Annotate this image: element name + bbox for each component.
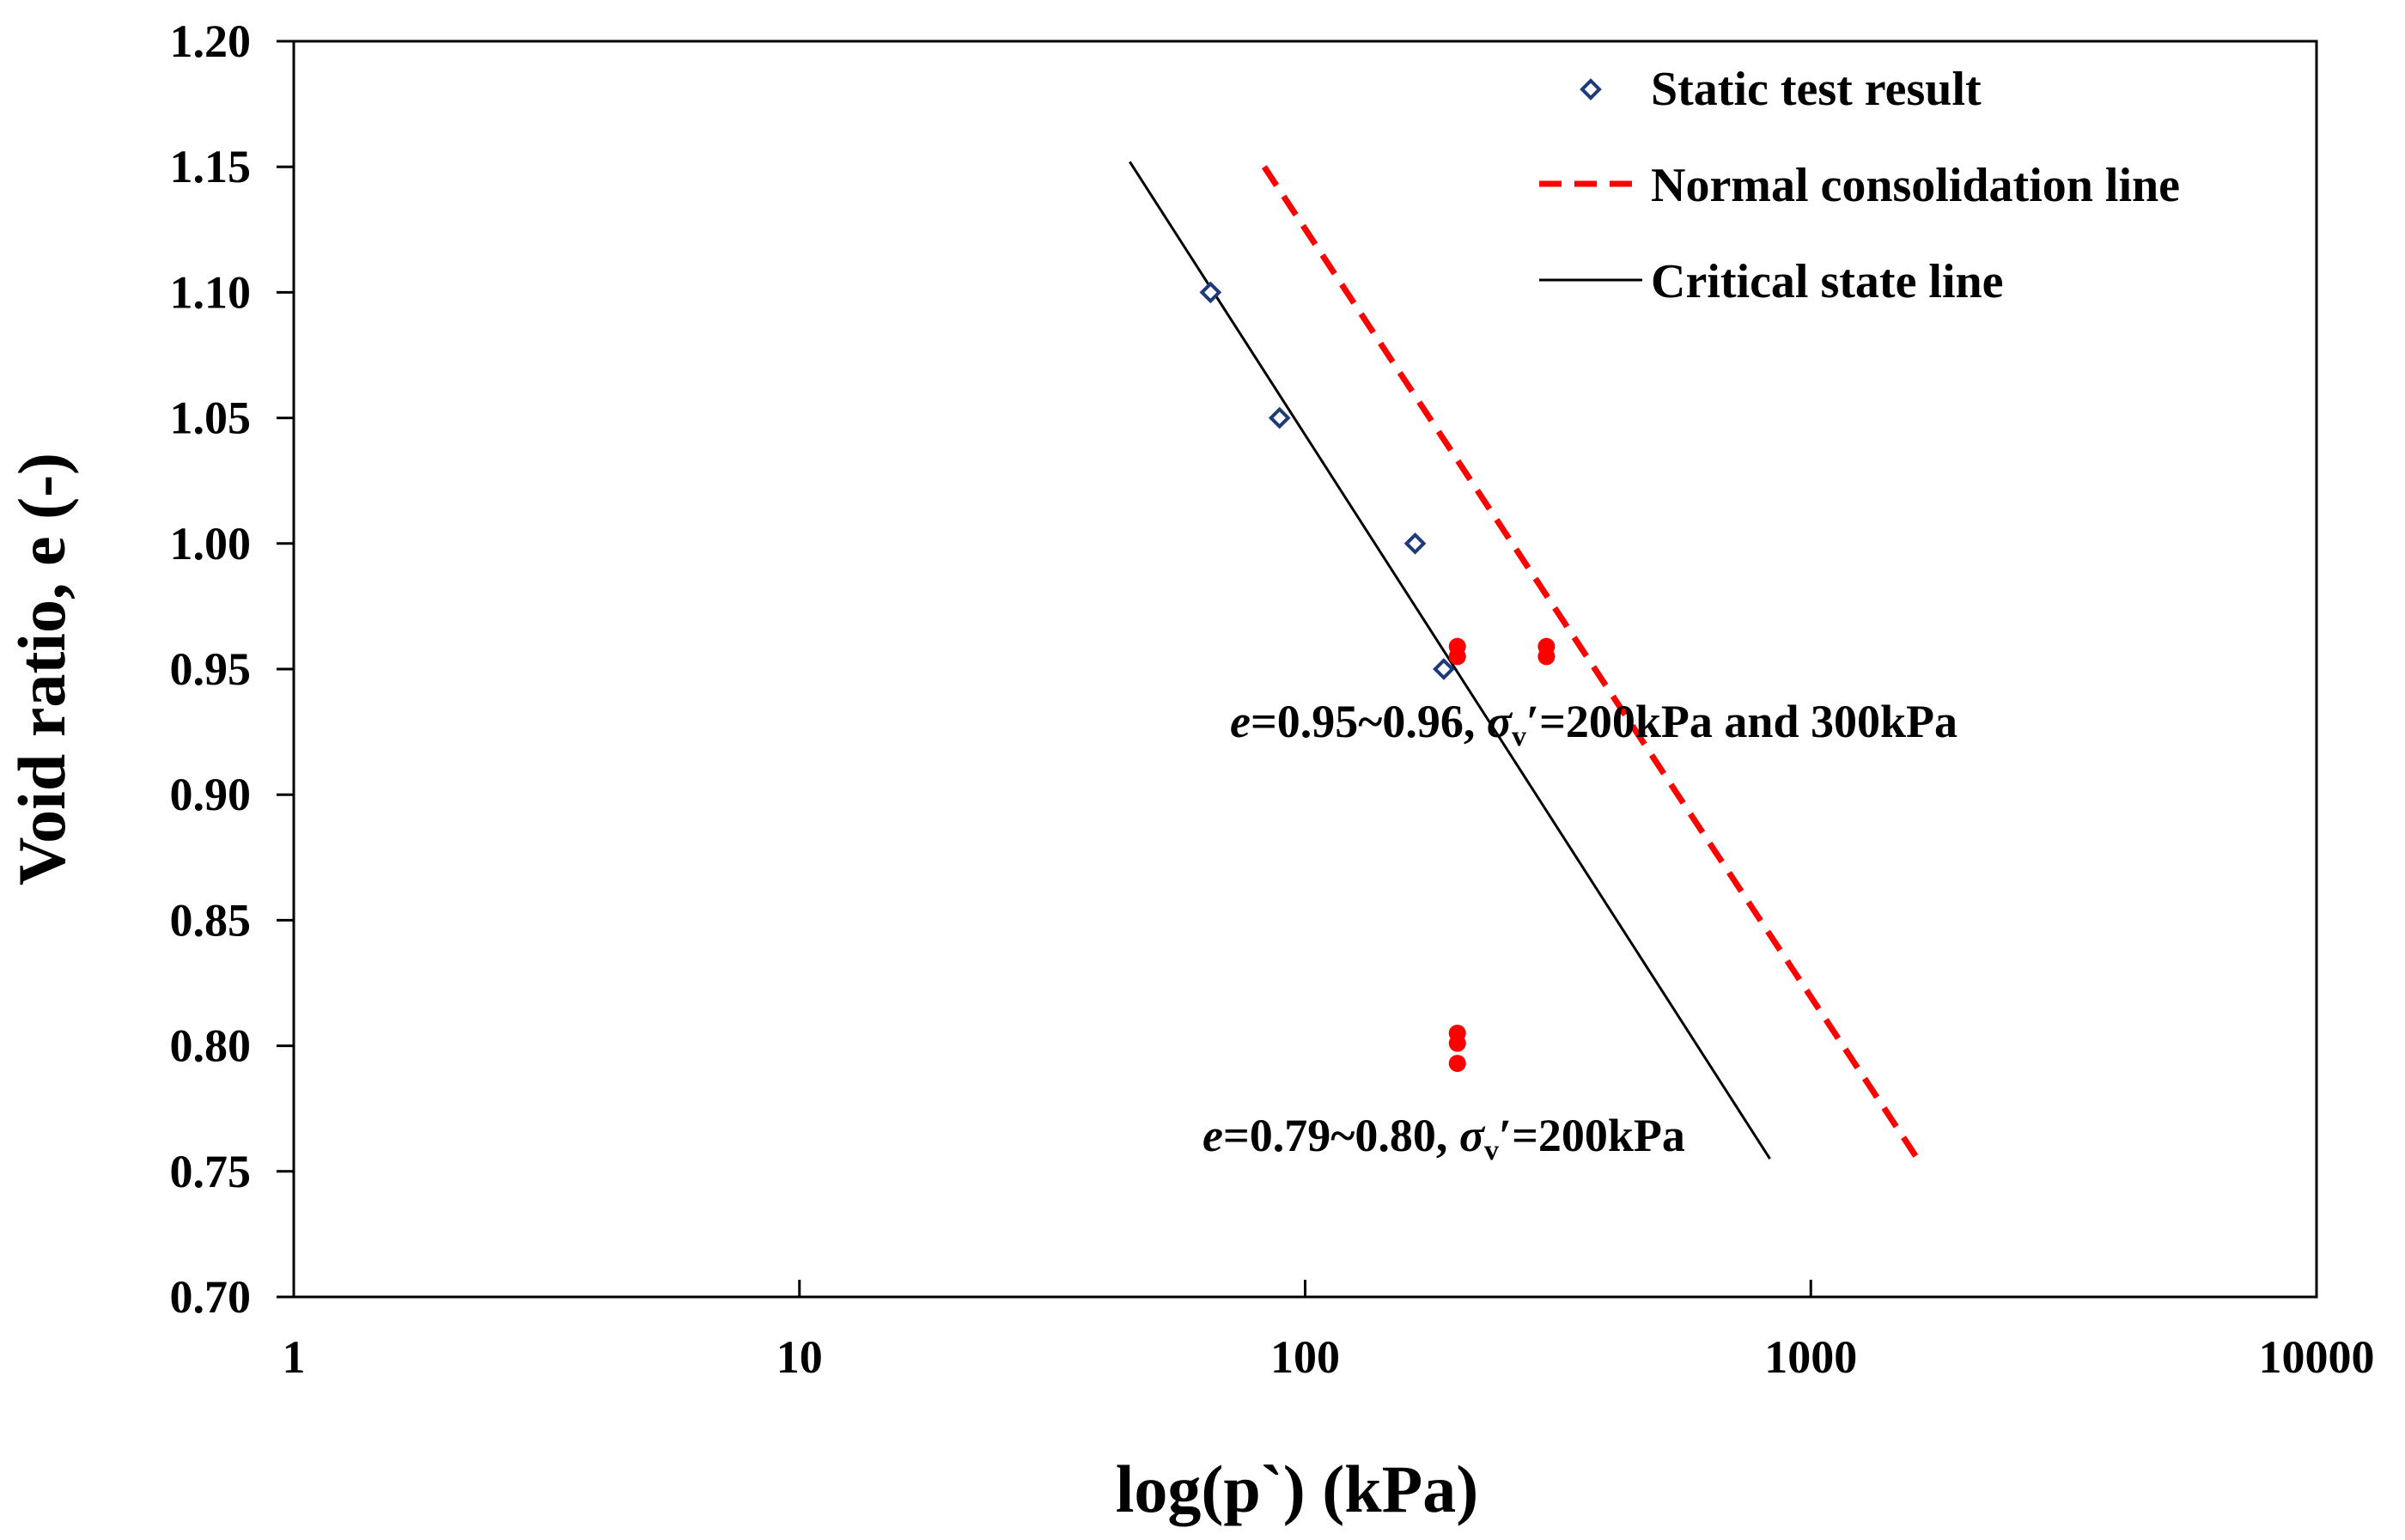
series-dynamic-test-points: [1448, 637, 1556, 1073]
series-line: [1261, 165, 1924, 1166]
data-point-circle: [1448, 1055, 1466, 1073]
annotation-text: =0.95~0.96,: [1251, 696, 1487, 747]
data-point-circle: [1448, 648, 1466, 666]
legend-item: Static test result: [1580, 63, 1982, 116]
x-tick-label: 10: [776, 1331, 823, 1383]
x-tick-label: 1000: [1764, 1331, 1857, 1383]
data-point-circle: [1448, 1034, 1466, 1052]
x-axis: 1 10 100 1000 10000: [283, 1280, 2375, 1383]
y-tick-label: 0.85: [170, 894, 252, 946]
legend-item: Normal consolidation line: [1539, 159, 2180, 212]
annotation-text: =0.79~0.80,: [1223, 1110, 1459, 1161]
legend-item: Critical state line: [1539, 255, 2004, 308]
legend: Static test result Normal consolidation l…: [1539, 63, 2180, 308]
x-tick-label: 100: [1270, 1331, 1340, 1383]
annotation-suffix: ′=200kPa: [1499, 1110, 1685, 1161]
data-point-circle: [1537, 648, 1556, 666]
annotation-prefix: e: [1202, 1110, 1223, 1161]
annotations: e=0.95~0.96, σv′=200kPa and 300kPae=0.79…: [1202, 696, 1957, 1166]
legend-label: Critical state line: [1651, 255, 2004, 308]
data-point-diamond: [1403, 532, 1427, 555]
annotation-suffix: ′=200kPa and 300kPa: [1526, 696, 1957, 747]
data-point-diamond: [1580, 78, 1602, 100]
data-point-diamond: [1199, 281, 1222, 304]
y-tick-label: 1.10: [170, 266, 252, 318]
annotation-sub: v: [1512, 721, 1526, 752]
annotation-sub: v: [1484, 1135, 1499, 1166]
x-tick-label: 1: [283, 1331, 306, 1383]
y-tick-label: 1.00: [170, 518, 252, 569]
series-static-test-result: [1199, 281, 1455, 680]
annotation-sigma: σ: [1487, 696, 1513, 747]
y-axis-title: Void ratio, e (-): [4, 453, 79, 886]
annotation-sigma: σ: [1459, 1110, 1486, 1161]
series-normal-consolidation-line: [1261, 165, 1924, 1166]
legend-label: Normal consolidation line: [1651, 159, 2180, 212]
annotation: e=0.79~0.80, σv′=200kPa: [1202, 1110, 1685, 1166]
series-layer: [1129, 161, 1924, 1166]
y-tick-label: 1.05: [170, 393, 252, 444]
annotation-prefix: e: [1230, 696, 1251, 747]
y-tick-label: 1.20: [170, 15, 252, 67]
y-tick-label: 1.15: [170, 141, 252, 192]
y-tick-label: 0.95: [170, 643, 252, 695]
data-point-diamond: [1268, 406, 1291, 429]
x-tick-label: 10000: [2259, 1331, 2375, 1383]
plot-area: [292, 40, 2318, 1299]
x-axis-title: log(p`) (kPa): [1116, 1452, 1478, 1526]
y-axis: 0.70 0.75 0.80 0.85 0.90 0.95 1.00 1.05 1.10 1.15…: [170, 15, 294, 1323]
y-tick-label: 0.75: [170, 1146, 252, 1197]
annotation: e=0.95~0.96, σv′=200kPa and 300kPa: [1230, 696, 1957, 752]
y-tick-label: 0.70: [170, 1271, 252, 1323]
data-point-diamond: [1433, 658, 1455, 680]
y-tick-label: 0.80: [170, 1020, 252, 1072]
y-tick-label: 0.90: [170, 769, 252, 820]
legend-label: Static test result: [1651, 63, 1982, 116]
